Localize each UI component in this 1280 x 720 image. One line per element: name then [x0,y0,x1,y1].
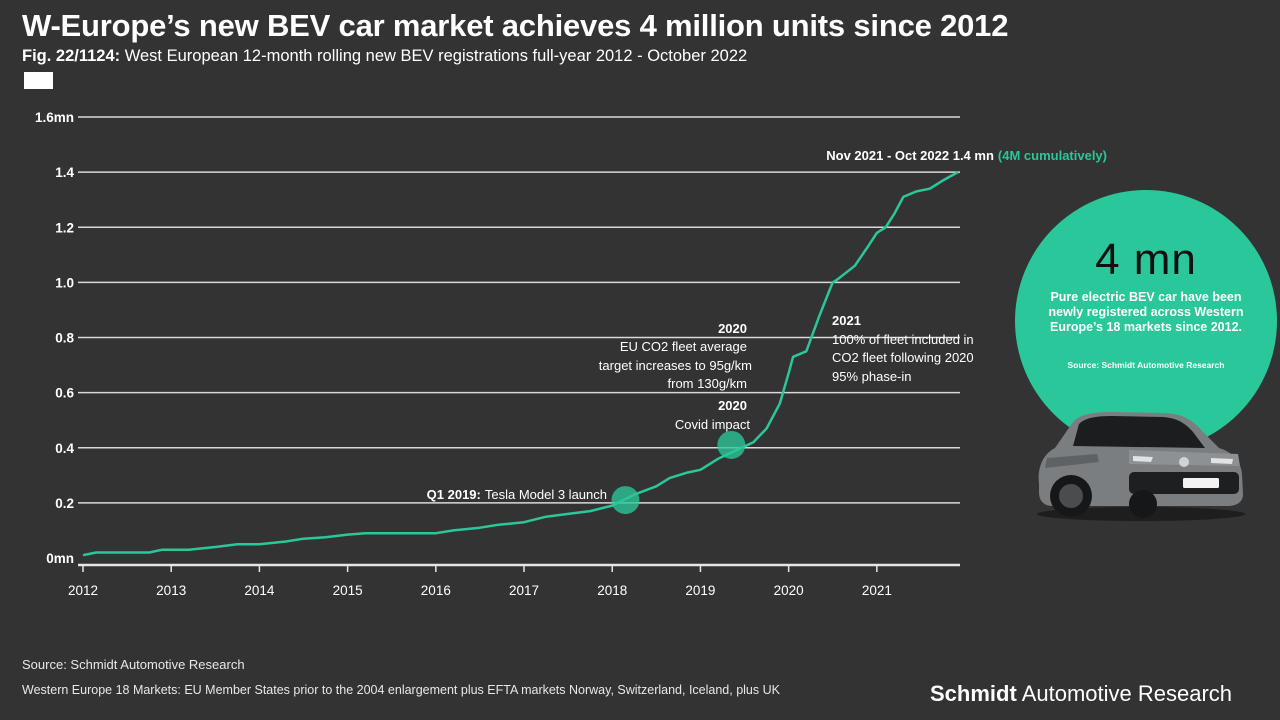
y-tick-label: 0.2 [55,496,74,511]
co2-year: 2020 [718,321,747,336]
event-marker [717,430,746,459]
fleet-line-1: 100% of fleet included in [832,332,974,347]
fleet-line-3: 95% phase-in [832,369,912,384]
end-label-accent: (4M cumulatively) [998,148,1107,163]
bubble-text: Pure electric BEV car have been newly re… [1048,290,1244,334]
footer-source: Source: Schmidt Automotive Research [22,657,245,672]
x-tick-label: 2016 [421,583,451,598]
brand-rest: Automotive Research [1016,681,1233,706]
legend-chip [24,72,53,89]
fleet-year: 2021 [832,313,861,328]
brand-logo: Schmidt Automotive Research [930,681,1232,707]
end-label: Nov 2021 - Oct 2022 1.4 mn (4M cumulative… [826,148,1107,163]
x-tick-label: 2017 [509,583,539,598]
x-axis-ticks: 2012 2013 2014 2015 2016 2017 2018 2019 2020 2021 [68,565,892,598]
ev-car-image [1037,412,1245,521]
y-axis-ticks: 0mn 0.2 0.4 0.6 0.8 1.0 1.2 1.4 1.6mn [35,110,75,566]
tesla-annotation-bold: Q1 2019: [427,487,481,502]
event-markers [611,430,746,515]
x-tick-label: 2014 [244,583,275,598]
grid-lines [78,116,960,504]
co2-line-1: EU CO2 fleet average [620,339,747,354]
co2-line-3: from 130g/km [668,376,747,391]
fleet-line-2: CO2 fleet following 2020 [832,350,974,365]
y-tick-label: 1.2 [55,220,74,235]
x-tick-label: 2018 [597,583,627,598]
tesla-annotation-text: Tesla Model 3 launch [485,487,607,502]
x-tick-label: 2019 [685,583,715,598]
bev-series-line [82,171,959,557]
bubble-headline: 4 mn [1095,235,1197,284]
covid-text: Covid impact [675,417,751,432]
subtitle-text: West European 12-month rolling new BEV r… [124,47,748,65]
figure-number: Fig. 22/1124: [22,47,121,65]
y-tick-label: 0.6 [55,386,74,401]
y-tick-label: 0mn [46,551,74,566]
co2-line-2: target increases to 95g/km [599,358,752,373]
brand-bold: Schmidt [930,681,1017,706]
covid-year: 2020 [718,398,747,413]
summary-bubble: 4 mn Pure electric BEV car have been new… [1015,190,1277,452]
x-tick-label: 2013 [156,583,186,598]
bubble-source: Source: Schmidt Automotive Research [1067,360,1225,370]
y-tick-label: 1.4 [55,165,74,180]
end-label-main: Nov 2021 - Oct 2022 1.4 mn [826,148,994,163]
x-tick-label: 2021 [862,583,892,598]
y-tick-label: 0.8 [55,331,74,346]
x-tick-label: 2015 [333,583,363,598]
x-tick-label: 2020 [774,583,804,598]
y-tick-label: 1.6mn [35,110,74,125]
footer-note: Western Europe 18 Markets: EU Member Sta… [22,683,780,697]
page-title: W-Europe’s new BEV car market achieves 4… [22,8,1009,43]
subtitle: Fig. 22/1124: West European 12-month rol… [22,47,747,66]
x-tick-label: 2012 [68,583,98,598]
y-tick-label: 0.4 [55,441,74,456]
y-tick-label: 1.0 [55,275,74,290]
tesla-annotation: Q1 2019: Tesla Model 3 launch [427,487,607,502]
